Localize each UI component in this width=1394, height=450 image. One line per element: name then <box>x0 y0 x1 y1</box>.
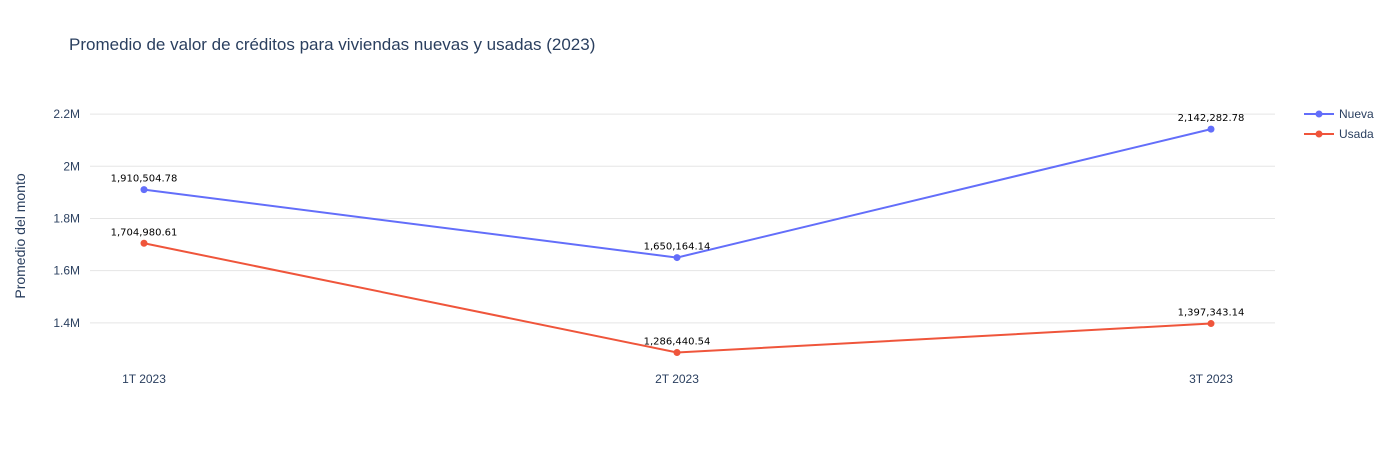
series-usada: 1,704,980.61 1,286,440.54 1,397,343.14 <box>111 227 1245 356</box>
y-tick-label: 1.6M <box>53 264 80 278</box>
x-tick-label: 1T 2023 <box>122 372 166 386</box>
legend-label: Usada <box>1339 127 1374 141</box>
data-label: 1,650,164.14 <box>644 242 711 253</box>
legend[interactable]: Nueva Usada <box>1304 107 1374 141</box>
y-tick-label: 1.8M <box>53 211 80 225</box>
legend-item-nueva[interactable]: Nueva <box>1304 107 1374 121</box>
data-point[interactable] <box>140 239 148 247</box>
data-point[interactable] <box>140 186 148 194</box>
legend-marker <box>1315 130 1323 138</box>
legend-marker <box>1315 110 1323 118</box>
y-axis-title: Promedio del monto <box>12 173 28 299</box>
data-label: 2,142,282.78 <box>1178 113 1245 124</box>
data-point[interactable] <box>673 254 681 262</box>
data-label: 1,397,343.14 <box>1178 308 1245 319</box>
series-group: 1,910,504.78 1,650,164.14 2,142,282.78 1,70… <box>111 113 1245 356</box>
data-label: 1,910,504.78 <box>111 174 178 185</box>
data-label: 1,704,980.61 <box>111 227 178 238</box>
y-tick-label: 1.4M <box>53 316 80 330</box>
x-tick-label: 3T 2023 <box>1189 372 1233 386</box>
y-tick-label: 2M <box>63 159 80 173</box>
x-tick-label: 2T 2023 <box>655 372 699 386</box>
data-label: 1,286,440.54 <box>644 336 711 347</box>
series-line <box>143 128 1212 259</box>
gridlines <box>90 113 1275 324</box>
data-point[interactable] <box>1207 125 1215 133</box>
legend-label: Nueva <box>1339 107 1374 121</box>
data-point[interactable] <box>673 348 681 356</box>
y-tick-label: 2.2M <box>53 107 80 121</box>
data-point[interactable] <box>1207 320 1215 328</box>
legend-item-usada[interactable]: Usada <box>1304 127 1374 141</box>
x-axis-ticks: 1T 2023 2T 2023 3T 2023 <box>122 372 1233 386</box>
series-nueva: 1,910,504.78 1,650,164.14 2,142,282.78 <box>111 113 1245 262</box>
chart-title: Promedio de valor de créditos para vivie… <box>69 35 595 54</box>
y-axis-ticks: 1.4M 1.6M 1.8M 2M 2.2M <box>53 107 80 330</box>
